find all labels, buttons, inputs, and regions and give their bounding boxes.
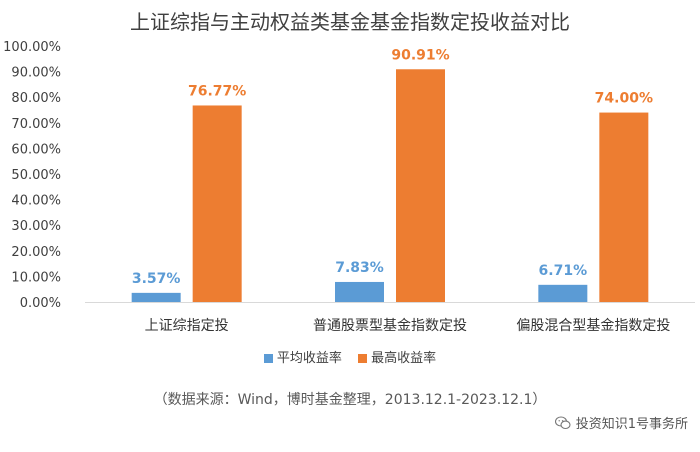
- y-tick-label: 10.00%: [11, 270, 61, 285]
- y-tick-label: 80.00%: [11, 91, 61, 106]
- y-tick-label: 50.00%: [11, 168, 61, 183]
- y-tick-label: 100.00%: [3, 40, 61, 55]
- legend: 平均收益率 最高收益率: [0, 347, 700, 366]
- y-tick-label: 70.00%: [11, 117, 61, 132]
- data-label: 6.71%: [539, 263, 588, 279]
- legend-label-max: 最高收益率: [371, 351, 437, 366]
- category-label: 普通股票型基金指数定投: [313, 317, 467, 334]
- y-tick-label: 0.00%: [20, 296, 61, 311]
- data-label: 90.91%: [391, 47, 449, 63]
- watermark: 投资知识1号事务所: [554, 413, 688, 432]
- bar-average: [131, 292, 181, 302]
- y-tick-label: 90.00%: [11, 66, 61, 81]
- legend-swatch-average: [263, 354, 273, 363]
- chart-title: 上证综指与主动权益类基金基金指数定投收益对比: [130, 10, 570, 34]
- legend-label-average: 平均收益率: [276, 351, 342, 366]
- data-label: 3.57%: [132, 271, 181, 287]
- wechat-icon: [554, 415, 571, 429]
- legend-swatch-max: [358, 354, 368, 363]
- category-label: 上证综指定投: [145, 318, 229, 334]
- bar-average: [538, 284, 588, 302]
- data-label: 7.83%: [335, 260, 384, 276]
- bar-max: [396, 69, 445, 302]
- bar-max: [192, 105, 242, 302]
- data-label: 76.77%: [188, 83, 246, 99]
- watermark-text: 投资知识1号事务所: [575, 417, 688, 432]
- legend-item-average: 平均收益率: [263, 347, 342, 366]
- y-tick-label: 30.00%: [11, 219, 61, 234]
- y-tick-label: 20.00%: [11, 245, 61, 260]
- y-tick-label: 40.00%: [11, 194, 61, 209]
- category-label: 偏股混合型基金指数定投: [516, 317, 670, 334]
- legend-item-max: 最高收益率: [358, 347, 436, 366]
- bar-average: [335, 281, 384, 302]
- y-tick-label: 60.00%: [11, 142, 61, 157]
- bar-chart: 0.00% 10.00% 20.00% 30.00% 40.00% 50.00% 60.00…: [3, 40, 695, 334]
- bar-max: [599, 112, 649, 302]
- source-note: （数据来源：Wind，博时基金整理，2013.12.1-2023.12.1）: [153, 392, 547, 408]
- data-label: 74.00%: [595, 91, 653, 107]
